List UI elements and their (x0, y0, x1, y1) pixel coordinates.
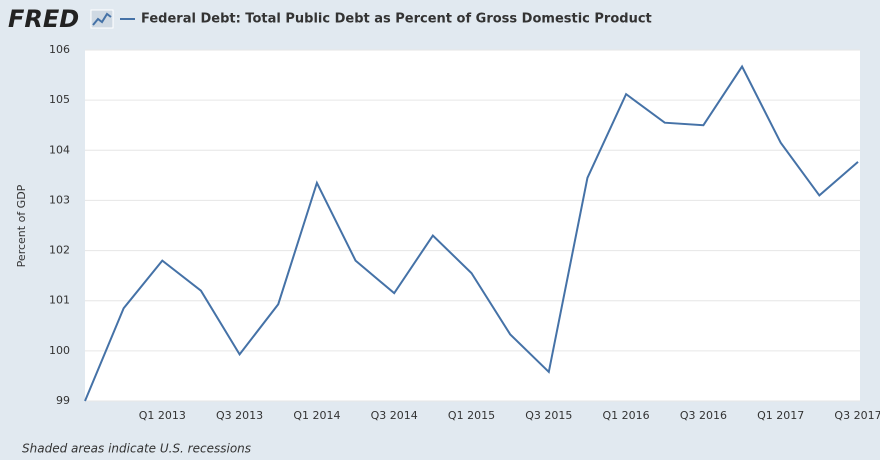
y-tick-label: 103 (49, 193, 70, 206)
y-tick-label: 105 (49, 93, 70, 106)
note: Shaded areas indicate U.S. recessions (22, 442, 251, 456)
x-tick-label: Q3 2014 (371, 409, 418, 422)
x-tick-label: Q3 2017 (834, 409, 880, 422)
legend-label: Federal Debt: Total Public Debt as Perce… (141, 12, 652, 27)
x-tick-label: Q3 2015 (525, 409, 572, 422)
y-tick-label: 102 (49, 244, 70, 257)
y-axis-label: Percent of GDP (15, 184, 28, 267)
plot-area (85, 50, 860, 401)
x-tick-label: Q1 2016 (603, 409, 650, 422)
logo-icon (90, 9, 114, 29)
x-tick-label: Q3 2013 (216, 409, 263, 422)
y-tick-label: 104 (49, 143, 70, 156)
logo: FRED (8, 5, 79, 33)
x-tick-label: Q1 2014 (293, 409, 340, 422)
x-tick-label: Q1 2017 (757, 409, 804, 422)
y-tick-label: 99 (56, 394, 70, 407)
x-tick-label: Q1 2013 (139, 409, 186, 422)
y-tick-label: 106 (49, 43, 70, 56)
y-tick-label: 100 (49, 344, 70, 357)
series-line (84, 64, 859, 402)
y-tick-label: 101 (49, 294, 70, 307)
x-tick-label: Q1 2015 (448, 409, 495, 422)
x-tick-label: Q3 2016 (680, 409, 727, 422)
